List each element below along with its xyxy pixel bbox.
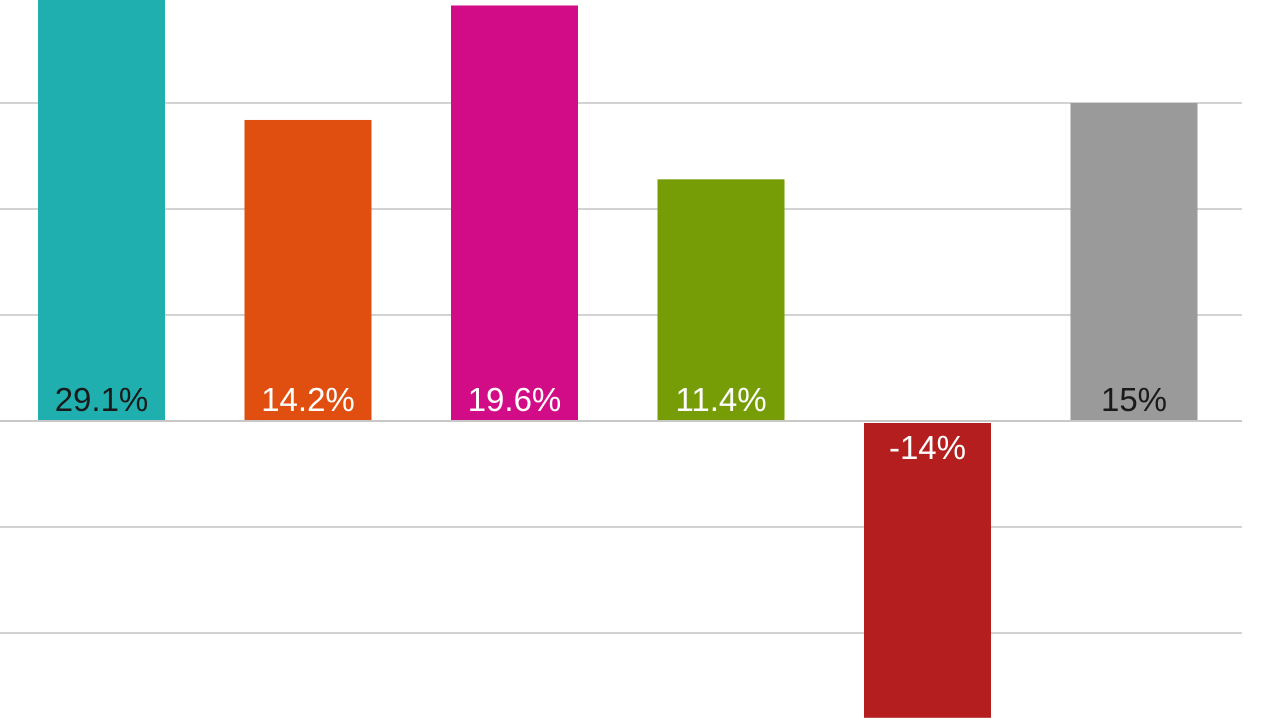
data-label-4: 11.4% (675, 381, 766, 418)
gridlines (0, 102, 1242, 634)
bar-3 (451, 5, 578, 420)
bar-1 (38, 0, 165, 420)
bar-5 (864, 423, 991, 718)
data-label-2: 14.2% (261, 381, 355, 418)
data-label-5: -14% (889, 429, 966, 466)
bar-4 (657, 179, 785, 420)
data-label-3: 19.6% (468, 381, 562, 418)
data-labels: 29.1% 14.2% 19.6% 11.4% -14% 15% (55, 381, 1167, 466)
data-label-6: 15% (1101, 381, 1167, 418)
bar-6 (1070, 103, 1198, 420)
data-label-1: 29.1% (55, 381, 149, 418)
bars (38, 0, 1198, 718)
bar-2 (244, 119, 372, 421)
